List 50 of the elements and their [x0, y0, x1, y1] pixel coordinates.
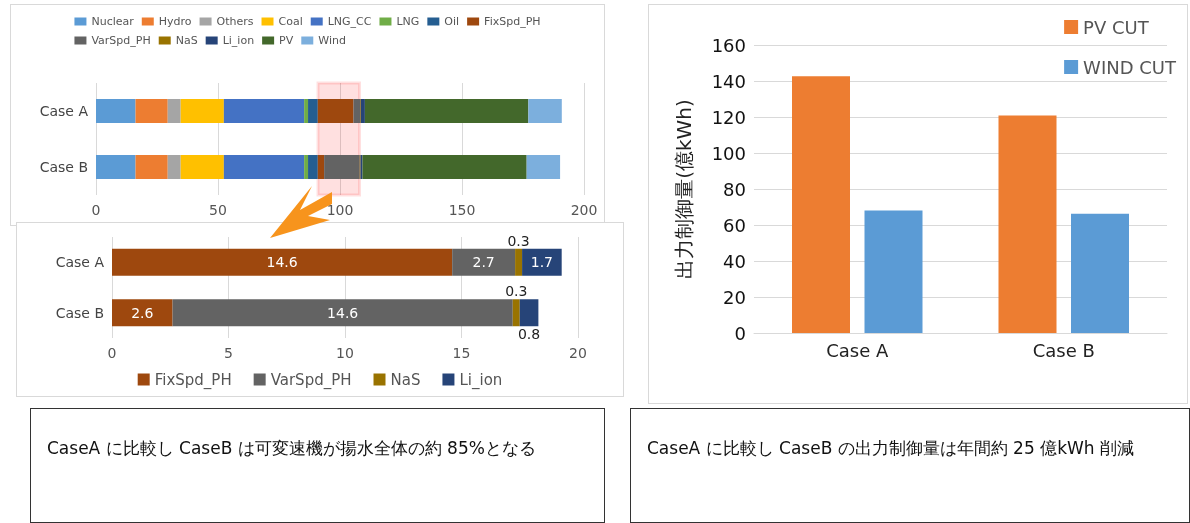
- data-label: 2.7: [472, 254, 495, 271]
- legend-label: Wind: [318, 34, 346, 47]
- legend-label: VarSpd_PH: [91, 34, 151, 47]
- y-tick-label: 140: [711, 70, 746, 92]
- text: CaseA に比較し CaseB の出力制御量は年間約 25 億kWh 削減: [647, 437, 1135, 460]
- legend-label: FixSpd_PH: [484, 15, 541, 28]
- x-tick-label: 0: [107, 345, 117, 361]
- legend-label: WIND CUT: [1083, 56, 1177, 78]
- legend-label: PV CUT: [1083, 16, 1150, 38]
- legend-label: Hydro: [158, 15, 192, 28]
- y-tick-label: 80: [723, 178, 746, 200]
- legend-label: Oil: [444, 15, 460, 28]
- x-tick-label: Case A: [826, 339, 889, 361]
- legend-label: Li_ion: [459, 370, 503, 390]
- legend-label: FixSpd_PH: [154, 370, 232, 390]
- x-tick-label: 10: [336, 345, 354, 361]
- legend-label: Coal: [278, 15, 303, 28]
- x-tick-label: 150: [448, 202, 476, 218]
- legend-label: Li_ion: [222, 34, 255, 47]
- x-tick-label: 50: [209, 202, 227, 218]
- data-label: 1.7: [530, 254, 554, 271]
- data-label: 2.6: [131, 304, 154, 321]
- y-tick-label: 0: [734, 322, 746, 344]
- x-tick-label: 5: [224, 345, 233, 361]
- legend-label: NaS: [390, 370, 421, 389]
- y-tick-label: 160: [711, 34, 746, 56]
- y-tick-label: 120: [711, 106, 746, 128]
- x-tick-label: 200: [570, 202, 598, 218]
- y-tick-label: 100: [711, 142, 746, 164]
- legend-label: Nuclear: [91, 15, 135, 28]
- legend-label: PV: [279, 34, 294, 47]
- data-label: 14.6: [266, 254, 298, 271]
- data-label: 0.3: [505, 283, 528, 300]
- y-tick-label: 40: [723, 250, 746, 272]
- x-tick-label: Case B: [1032, 339, 1095, 361]
- x-tick-label: 15: [452, 345, 471, 361]
- data-label: 0.8: [517, 326, 541, 343]
- legend-label: VarSpd_PH: [270, 370, 352, 390]
- y-axis-title: 出力制御量(億kWh): [672, 99, 696, 279]
- legend-label: NaS: [175, 34, 198, 47]
- text: CaseA に比較し CaseB は可変速機が揚水全体の約 85%となる: [47, 437, 537, 460]
- data-label: 14.6: [327, 304, 359, 321]
- legend-label: LNG_CC: [327, 15, 372, 28]
- legend-label: Others: [216, 15, 254, 28]
- legend-label: LNG: [396, 15, 420, 28]
- y-tick-label: 60: [723, 214, 746, 236]
- x-tick-label: 20: [569, 345, 587, 361]
- y-tick-label: 20: [723, 286, 746, 308]
- x-tick-label: 100: [326, 202, 354, 218]
- data-label: 0.3: [507, 232, 530, 249]
